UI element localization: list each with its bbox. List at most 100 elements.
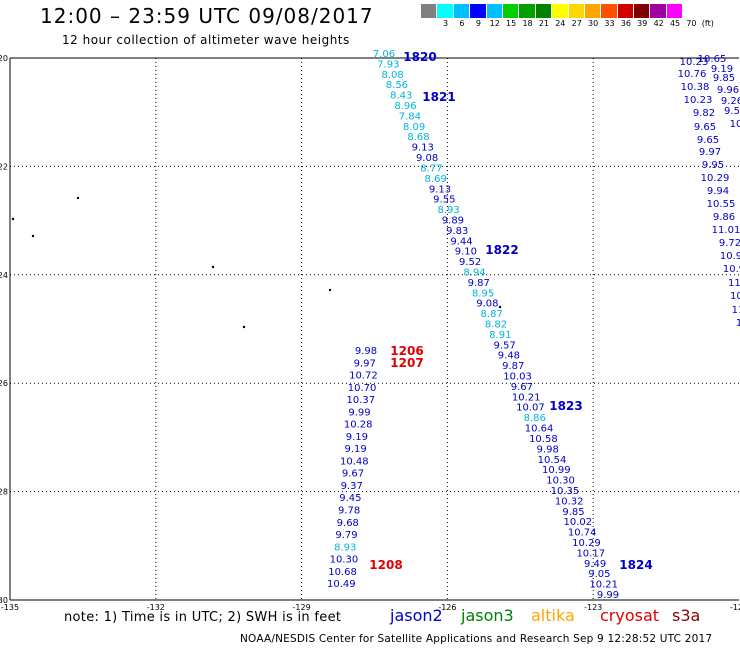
- swh-value-main: 9.83: [446, 226, 468, 237]
- scale-swatch: [453, 4, 471, 18]
- swh-value-main: 8.87: [481, 309, 503, 320]
- swh-value-main: 9.44: [450, 236, 472, 247]
- swh-value-main: 8.94: [463, 267, 485, 278]
- swh-value-main: 10.99: [542, 465, 571, 476]
- swh-value-main: 8.91: [489, 330, 511, 341]
- swh-value-main: 9.08: [476, 299, 498, 310]
- swh-value-right: 11.01: [712, 225, 740, 236]
- swh-value-main: 10.21: [512, 392, 541, 403]
- scale-label: 39: [637, 19, 648, 28]
- scale-cell: 15: [502, 4, 520, 29]
- legend-s3a: s3a: [672, 606, 701, 625]
- scale-label: 33: [604, 19, 615, 28]
- swh-value-main: 10.02: [564, 517, 593, 528]
- swh-value-left: 9.98: [355, 346, 377, 357]
- swh-value-right: 9.97: [699, 147, 721, 158]
- swh-value-right: 10.9: [720, 251, 740, 262]
- swh-value-left: 9.68: [337, 518, 359, 529]
- swh-value-left: 9.99: [348, 407, 370, 418]
- pass-label: 1208: [369, 558, 402, 572]
- scale-label: 70: [686, 19, 697, 28]
- pass-label: 1207: [390, 356, 423, 370]
- scale-label: 36: [620, 19, 631, 28]
- swh-value-main: 9.98: [537, 444, 559, 455]
- scale-swatch: [486, 4, 503, 18]
- swh-value-left: 9.19: [346, 432, 368, 443]
- scale-label: 45: [669, 19, 681, 28]
- swh-value-left: 9.79: [335, 530, 357, 541]
- swh-value-right: 10.: [730, 291, 740, 302]
- scale-swatch: [437, 4, 454, 18]
- swh-value-main: 9.10: [455, 247, 477, 258]
- legend-jason3: jason3: [461, 606, 514, 625]
- scale-swatch: [634, 4, 651, 18]
- island-mark: [328, 288, 332, 292]
- pass-label: 1206: [390, 344, 423, 358]
- swh-value-main: 8.68: [407, 132, 429, 143]
- lon-tick-label: -135: [1, 603, 19, 612]
- island-mark: [211, 265, 215, 269]
- swh-value-main: 8.08: [381, 70, 403, 81]
- swh-value-main: 8.43: [390, 91, 412, 102]
- lat-tick-label: -30: [0, 596, 8, 605]
- swh-value-right: 9.86: [713, 212, 735, 223]
- scale-cell: 27: [568, 4, 585, 29]
- swh-value-main: 7.06: [373, 49, 395, 60]
- swh-value-main: 10.03: [503, 372, 532, 383]
- swh-value-main: 10.35: [551, 486, 580, 497]
- swh-value-main: 8.09: [403, 122, 425, 133]
- swh-value-main: 10.58: [529, 434, 558, 445]
- scale-label: 27: [571, 19, 582, 28]
- swh-value-main: 9.85: [562, 507, 584, 518]
- scale-swatch: [584, 4, 602, 18]
- swh-value-left: 9.78: [338, 506, 360, 517]
- pass-label: 1823: [549, 399, 582, 413]
- lat-tick-label: -28: [0, 488, 8, 497]
- swh-value-main: 10.64: [525, 424, 554, 435]
- swh-value-main: 9.87: [502, 361, 524, 372]
- scale-swatch: [601, 4, 618, 18]
- footer-note: note: 1) Time is in UTC; 2) SWH is in fe…: [64, 610, 342, 625]
- swh-value-right: 9.85: [713, 73, 735, 84]
- scale-label: (ft): [701, 19, 714, 28]
- swh-value-main: 8.77: [420, 163, 442, 174]
- scale-swatch: [650, 4, 667, 18]
- pass-label: 1822: [485, 243, 518, 257]
- swh-value-main: 8.69: [425, 174, 447, 185]
- scale-cell: 30: [584, 4, 602, 29]
- scale-cell: 3: [437, 4, 454, 29]
- swh-value-right: 10: [730, 119, 740, 130]
- swh-value-left: 10.72: [349, 371, 378, 382]
- swh-value-main: 9.13: [412, 143, 434, 154]
- swh-value-left: 10.48: [340, 456, 369, 467]
- swh-value-main: 8.86: [524, 413, 546, 424]
- scale-label: 3: [443, 19, 449, 28]
- swh-value-left: 9.45: [339, 493, 361, 504]
- pass-label: 1820: [403, 50, 436, 64]
- swh-value-right: 9.65: [694, 122, 716, 133]
- scale-cell: 24: [552, 4, 569, 29]
- scale-swatch: [519, 4, 536, 18]
- scale-cell: 39: [634, 4, 651, 29]
- swh-value-main: 8.56: [386, 80, 408, 91]
- scale-swatch: [535, 4, 553, 18]
- lat-tick-label: -24: [0, 271, 8, 280]
- swh-value-left: 10.30: [330, 555, 359, 566]
- scale-cell: (ft): [700, 4, 717, 29]
- swh-value-main: 9.48: [498, 351, 520, 362]
- swh-value-left: 9.67: [342, 469, 364, 480]
- scale-label: 6: [459, 19, 465, 28]
- legend-jason2: jason2: [390, 606, 443, 625]
- swh-value-right: 10.38: [681, 82, 710, 93]
- island-mark: [76, 196, 80, 200]
- scale-cell: 18: [519, 4, 536, 29]
- scale-swatch: [700, 4, 717, 18]
- swh-value-main: 10.29: [572, 538, 601, 549]
- pass-label: 1824: [619, 558, 652, 572]
- scale-label: 9: [475, 19, 481, 28]
- swh-value-right: 9.26: [721, 96, 740, 107]
- scale-cell: 12: [486, 4, 503, 29]
- swh-value-main: 8.96: [394, 101, 416, 112]
